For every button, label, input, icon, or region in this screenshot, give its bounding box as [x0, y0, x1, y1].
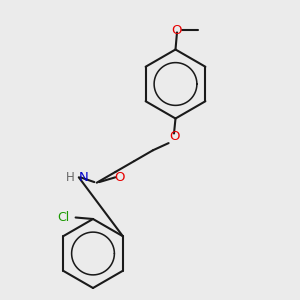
- Text: H: H: [65, 171, 74, 184]
- Text: Cl: Cl: [57, 211, 69, 224]
- Text: O: O: [172, 23, 182, 37]
- Text: N: N: [79, 171, 88, 184]
- Text: O: O: [114, 171, 124, 184]
- Text: O: O: [169, 130, 179, 143]
